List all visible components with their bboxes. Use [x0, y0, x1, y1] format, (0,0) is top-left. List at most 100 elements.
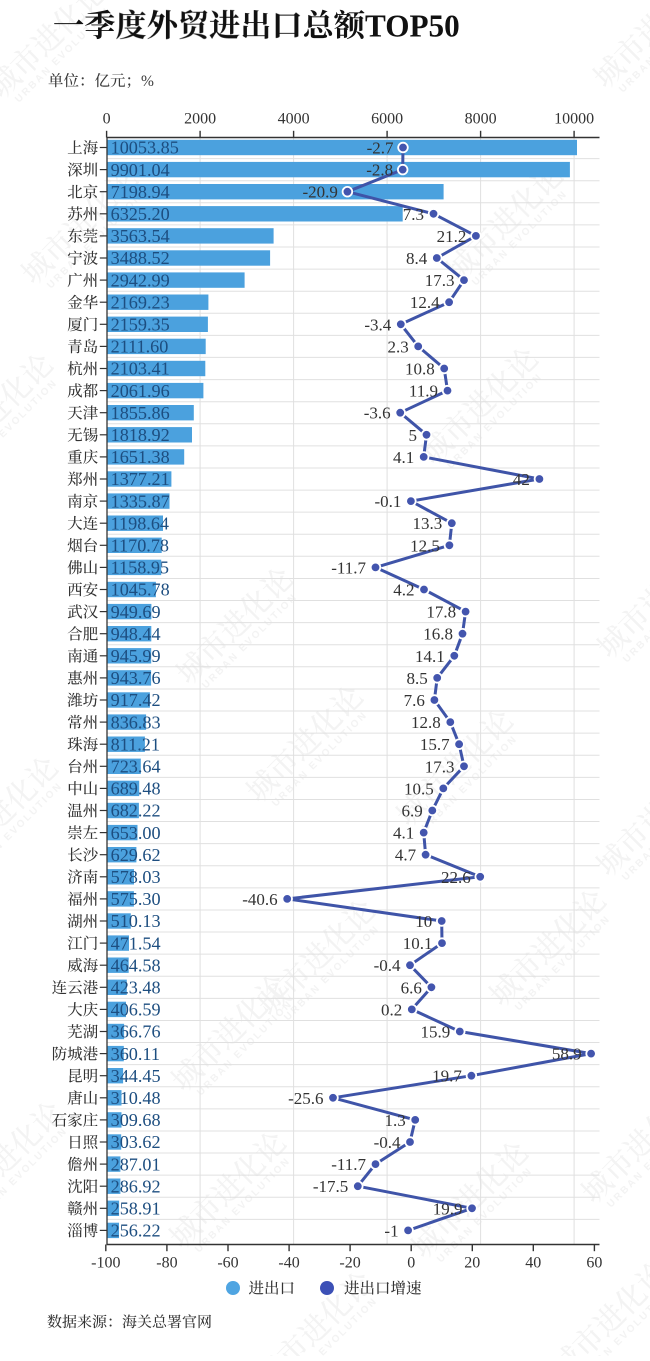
svg-text:14.1: 14.1 [415, 647, 445, 666]
svg-text:2169.23: 2169.23 [111, 292, 170, 312]
svg-text:-17.5: -17.5 [313, 1177, 348, 1196]
svg-text:917.42: 917.42 [111, 690, 161, 710]
svg-text:17.3: 17.3 [425, 757, 455, 776]
svg-text:-3.6: -3.6 [364, 404, 391, 423]
svg-text:1651.38: 1651.38 [111, 447, 170, 467]
svg-text:6325.20: 6325.20 [111, 204, 170, 224]
svg-text:256.22: 256.22 [111, 1221, 161, 1241]
svg-text:10.1: 10.1 [403, 934, 433, 953]
svg-text:406.59: 406.59 [111, 1000, 161, 1020]
svg-text:360.11: 360.11 [111, 1044, 160, 1064]
svg-text:2.3: 2.3 [387, 337, 408, 356]
svg-text:4.1: 4.1 [393, 448, 414, 467]
svg-text:309.68: 309.68 [111, 1110, 161, 1130]
svg-text:682.22: 682.22 [111, 801, 161, 821]
svg-text:945.99: 945.99 [111, 646, 161, 666]
svg-text:287.01: 287.01 [111, 1154, 161, 1174]
svg-text:0: 0 [103, 111, 111, 128]
svg-text:510.13: 510.13 [111, 911, 161, 931]
svg-text:575.30: 575.30 [111, 889, 161, 909]
svg-text:TOP50: TOP50 [365, 8, 460, 43]
svg-text:-1: -1 [384, 1221, 398, 1240]
svg-text:949.69: 949.69 [111, 602, 161, 622]
svg-text:0.2: 0.2 [381, 1000, 402, 1019]
svg-text:-20.9: -20.9 [302, 183, 337, 202]
svg-text:4.7: 4.7 [395, 846, 417, 865]
svg-text:22.6: 22.6 [441, 868, 471, 887]
svg-text:7.3: 7.3 [403, 205, 424, 224]
svg-text:15.7: 15.7 [420, 735, 450, 754]
svg-text:2942.99: 2942.99 [111, 270, 170, 290]
svg-text:16.8: 16.8 [423, 625, 453, 644]
svg-text:-2.7: -2.7 [367, 139, 394, 158]
svg-text:-20: -20 [339, 1255, 360, 1272]
svg-text:8.4: 8.4 [406, 249, 428, 268]
svg-text:4.1: 4.1 [393, 824, 414, 843]
svg-text:58.9: 58.9 [552, 1045, 582, 1064]
svg-text:19.9: 19.9 [433, 1199, 463, 1218]
svg-text:258.91: 258.91 [111, 1199, 161, 1219]
svg-text:1855.86: 1855.86 [111, 403, 170, 423]
svg-text:3563.54: 3563.54 [111, 226, 170, 246]
svg-text:286.92: 286.92 [111, 1176, 161, 1196]
svg-text:-0.4: -0.4 [374, 1133, 401, 1152]
svg-text:4.2: 4.2 [393, 581, 414, 600]
svg-text:20: 20 [464, 1255, 480, 1272]
svg-text:423.48: 423.48 [111, 978, 161, 998]
svg-text:2000: 2000 [184, 111, 216, 128]
svg-text:-25.6: -25.6 [288, 1089, 323, 1108]
svg-text:943.76: 943.76 [111, 668, 161, 688]
svg-text:7.6: 7.6 [404, 691, 425, 710]
svg-text:1170.78: 1170.78 [111, 536, 169, 556]
svg-text:653.00: 653.00 [111, 823, 161, 843]
svg-text:-0.1: -0.1 [374, 492, 401, 511]
svg-text:-0.4: -0.4 [374, 956, 401, 975]
svg-text:2061.96: 2061.96 [111, 381, 170, 401]
svg-text:310.48: 310.48 [111, 1088, 161, 1108]
svg-text:-2.8: -2.8 [366, 161, 393, 180]
svg-text:1818.92: 1818.92 [111, 425, 170, 445]
svg-text:-3.4: -3.4 [364, 315, 391, 334]
svg-text:2111.60: 2111.60 [111, 337, 169, 357]
svg-text:689.48: 689.48 [111, 779, 161, 799]
svg-text:21.2: 21.2 [437, 227, 467, 246]
svg-text:1.3: 1.3 [384, 1111, 405, 1130]
svg-text:6.9: 6.9 [402, 802, 423, 821]
svg-text:-80: -80 [156, 1255, 177, 1272]
svg-text:17.8: 17.8 [426, 603, 456, 622]
svg-text:12.8: 12.8 [411, 713, 441, 732]
svg-text:15.9: 15.9 [421, 1023, 451, 1042]
svg-text:4000: 4000 [278, 111, 310, 128]
svg-text:10.8: 10.8 [405, 360, 435, 379]
svg-text:10053.85: 10053.85 [111, 138, 179, 158]
svg-text:3488.52: 3488.52 [111, 248, 170, 268]
svg-text:-60: -60 [217, 1255, 238, 1272]
svg-text:8000: 8000 [465, 111, 497, 128]
svg-text:344.45: 344.45 [111, 1066, 161, 1086]
svg-text:%: % [141, 73, 154, 90]
svg-text:-11.7: -11.7 [331, 558, 366, 577]
svg-text:464.58: 464.58 [111, 955, 161, 975]
svg-text:-40.6: -40.6 [242, 890, 277, 909]
svg-text:13.3: 13.3 [413, 514, 443, 533]
svg-text:836.83: 836.83 [111, 712, 161, 732]
svg-text:11.9: 11.9 [409, 382, 438, 401]
svg-text:12.5: 12.5 [410, 536, 440, 555]
svg-text:1158.95: 1158.95 [111, 558, 169, 578]
svg-text:629.62: 629.62 [111, 845, 161, 865]
svg-text:1045.78: 1045.78 [111, 580, 170, 600]
svg-text:811.21: 811.21 [111, 734, 160, 754]
svg-text:42: 42 [513, 470, 530, 489]
svg-text:-40: -40 [278, 1255, 299, 1272]
svg-text:7198.94: 7198.94 [111, 182, 170, 202]
svg-text:10: 10 [415, 912, 432, 931]
svg-text:6000: 6000 [371, 111, 403, 128]
svg-text:5: 5 [409, 426, 418, 445]
svg-text:471.54: 471.54 [111, 933, 161, 953]
svg-text:1377.21: 1377.21 [111, 469, 170, 489]
svg-text:1198.64: 1198.64 [111, 513, 169, 533]
svg-text:2103.41: 2103.41 [111, 359, 170, 379]
svg-text:40: 40 [525, 1255, 541, 1272]
svg-text:12.4: 12.4 [410, 293, 440, 312]
svg-text:10.5: 10.5 [404, 779, 434, 798]
